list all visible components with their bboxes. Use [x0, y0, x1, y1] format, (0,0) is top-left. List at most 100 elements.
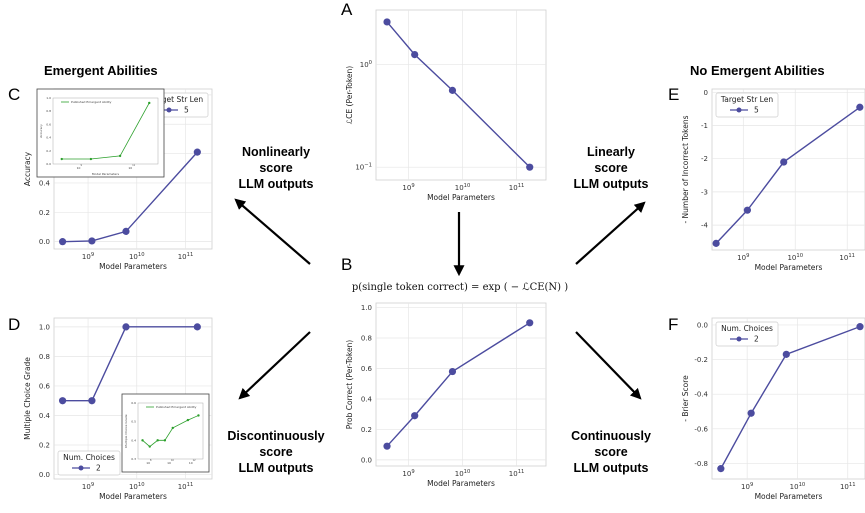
chart-b-ytick-3: 0.6 [361, 365, 373, 373]
chart-d-legend-box [57, 450, 121, 476]
chart-f-xtick-1: 1010 [790, 482, 806, 491]
chart-d-inset-point-3 [163, 439, 167, 442]
chart-c-inset-point-2 [118, 154, 122, 158]
chart-e-ylabel: - Number of Incorrect Tokens [681, 115, 690, 223]
chart-c-point-3 [193, 148, 201, 156]
chart-d-xtick-2: 1011 [178, 482, 194, 491]
panel-letter-b: B [341, 255, 352, 274]
chart-d-xtick-1: 1010 [129, 482, 145, 491]
arrow-to-e [575, 201, 646, 265]
chart-a-ylabel: ℒCE (Per-Token) [345, 66, 354, 125]
chart-d-ytick-1: 0.2 [39, 442, 50, 450]
method-discontinuous: Discontinuously score LLM outputs [227, 429, 324, 475]
chart-c-inset-line [61, 102, 150, 160]
chart-c-inset-point-3 [148, 101, 151, 105]
chart-d-inset-ylabel: Multiple Choice Grade [124, 414, 128, 447]
chart-f-xlabel: Model Parameters [755, 492, 823, 501]
chart-d-inset-ytick-1: 0.4 [131, 438, 136, 442]
formula: p(single token correct) = exp ( − ℒCE(N)… [352, 282, 568, 293]
method-nonlinear-line-1: Nonlinearly [242, 145, 310, 159]
chart-panel-c: 0.0 0.2 0.4 0.6 0.8 1.0 109 1010 1011 Model Param… [23, 88, 213, 271]
chart-e-legend: Target Str Len 5 [715, 92, 779, 118]
chart-d-ytick-5: 1.0 [39, 323, 50, 331]
chart-d-inset-point-0 [141, 439, 144, 442]
chart-c-legend-marker [166, 107, 172, 113]
method-discontinuous-line-2: score [259, 445, 292, 459]
method-continuous-line-3: LLM outputs [574, 461, 649, 475]
chart-c-point-1 [88, 237, 96, 245]
chart-f-series-line [720, 326, 861, 469]
chart-f-legend: Num. Choices 2 [715, 321, 779, 347]
panel-letter-e: E [668, 85, 679, 104]
chart-c-inset-ytick-5: 1.0 [46, 96, 51, 100]
chart-b-point-2 [448, 367, 457, 376]
chart-d-legend-marker [78, 465, 84, 471]
chart-d-xlabel: Model Parameters [99, 492, 167, 501]
chart-panel-a: 100 10−1 109 1010 1011 Model Parameters ℒCE (P… [345, 9, 547, 202]
chart-b-series-line [386, 322, 531, 447]
chart-c-inset-axes [52, 97, 159, 165]
chart-e-xtick-1: 1010 [787, 253, 803, 262]
chart-c-inset-ytick-3: 0.6 [46, 122, 51, 126]
chart-a-point-1 [411, 51, 419, 59]
chart-b-point-3 [526, 319, 534, 327]
panel-letter-f: F [668, 315, 678, 334]
chart-e-point-3 [856, 103, 864, 111]
chart-c-inset-ytick-0: 0.0 [46, 162, 51, 166]
chart-a-point-2 [448, 86, 457, 94]
method-continuous-line-2: score [594, 445, 627, 459]
chart-d-inset-xtick-1: 1010 [167, 459, 174, 465]
chart-c-inset-legend: Published Emergent Ability [71, 100, 112, 104]
chart-e-ytick-4: -4 [701, 222, 709, 230]
chart-d-series-line [62, 326, 198, 402]
chart-d-inset-ytick-2: 0.5 [131, 420, 136, 424]
chart-e-ytick-3: -3 [701, 188, 708, 196]
chart-f-xtick-2: 1011 [840, 482, 856, 491]
chart-a-xlabel: Model Parameters [427, 193, 495, 202]
chart-e-point-2 [780, 158, 788, 166]
heading-no-emergent: No Emergent Abilities [690, 63, 825, 78]
chart-c-point-0 [58, 238, 67, 246]
method-linear-line-1: Linearly [587, 145, 635, 159]
chart-b-ytick-1: 0.2 [361, 426, 372, 434]
chart-d-inset-ytick-0: 0.3 [131, 457, 136, 461]
chart-f-legend-box [715, 321, 779, 347]
chart-a-frame [375, 9, 547, 181]
chart-d-legend-entry: 2 [96, 464, 101, 473]
chart-b-xtick-1: 1010 [455, 469, 471, 478]
chart-e-series-line [715, 106, 861, 244]
chart-f-ytick-0: 0.0 [697, 321, 708, 329]
chart-c-inset-ytick-4: 0.8 [46, 109, 51, 113]
chart-panel-d: 0.0 0.2 0.4 0.6 0.8 1.0 109 1010 1011 Model Param… [23, 317, 213, 501]
chart-e-legend-entry: 5 [754, 106, 759, 115]
chart-c-series-line [62, 151, 198, 243]
chart-e-ytick-1: -1 [701, 122, 708, 130]
chart-d-legend-title: Num. Choices [63, 453, 115, 462]
chart-f-point-2 [782, 350, 790, 358]
chart-b-frame [375, 302, 547, 467]
chart-e-legend-title: Target Str Len [720, 95, 773, 104]
method-linear-line-2: score [594, 161, 627, 175]
chart-panel-e: 0 -1 -2 -3 -4 109 1010 1011 Model Parameters - Nu… [681, 88, 865, 272]
chart-c-inset-frame [36, 88, 165, 178]
chart-d-inset-point-1 [148, 445, 151, 448]
chart-f-legend-entry: 2 [754, 335, 759, 344]
panel-letter-d: D [8, 315, 20, 334]
chart-d-inset-ytick-3: 0.6 [131, 401, 136, 405]
chart-d-inset-xtick-2: 1012 [189, 459, 196, 465]
chart-e-xtick-2: 1011 [839, 253, 855, 262]
chart-c-inset-ytick-1: 0.2 [46, 149, 51, 153]
chart-panel-f: 0.0 -0.2 -0.4 -0.6 -0.8 109 1010 1011 Model Para… [681, 317, 865, 501]
chart-e-legend-box [715, 92, 779, 118]
method-discontinuous-line-1: Discontinuously [227, 429, 324, 443]
chart-a-xtick-0: 109 [402, 183, 414, 192]
chart-a-ytick-1: 10−1 [355, 163, 372, 172]
chart-c-legend-title: Target Str Len [150, 95, 203, 104]
chart-b-ytick-4: 0.8 [361, 335, 372, 343]
chart-f-point-0 [717, 465, 725, 473]
chart-c-xtick-0: 109 [82, 252, 94, 261]
chart-b-ytick-0: 0.0 [361, 456, 372, 464]
chart-f-ytick-2: -0.4 [694, 391, 708, 399]
chart-e-point-1 [743, 206, 751, 214]
